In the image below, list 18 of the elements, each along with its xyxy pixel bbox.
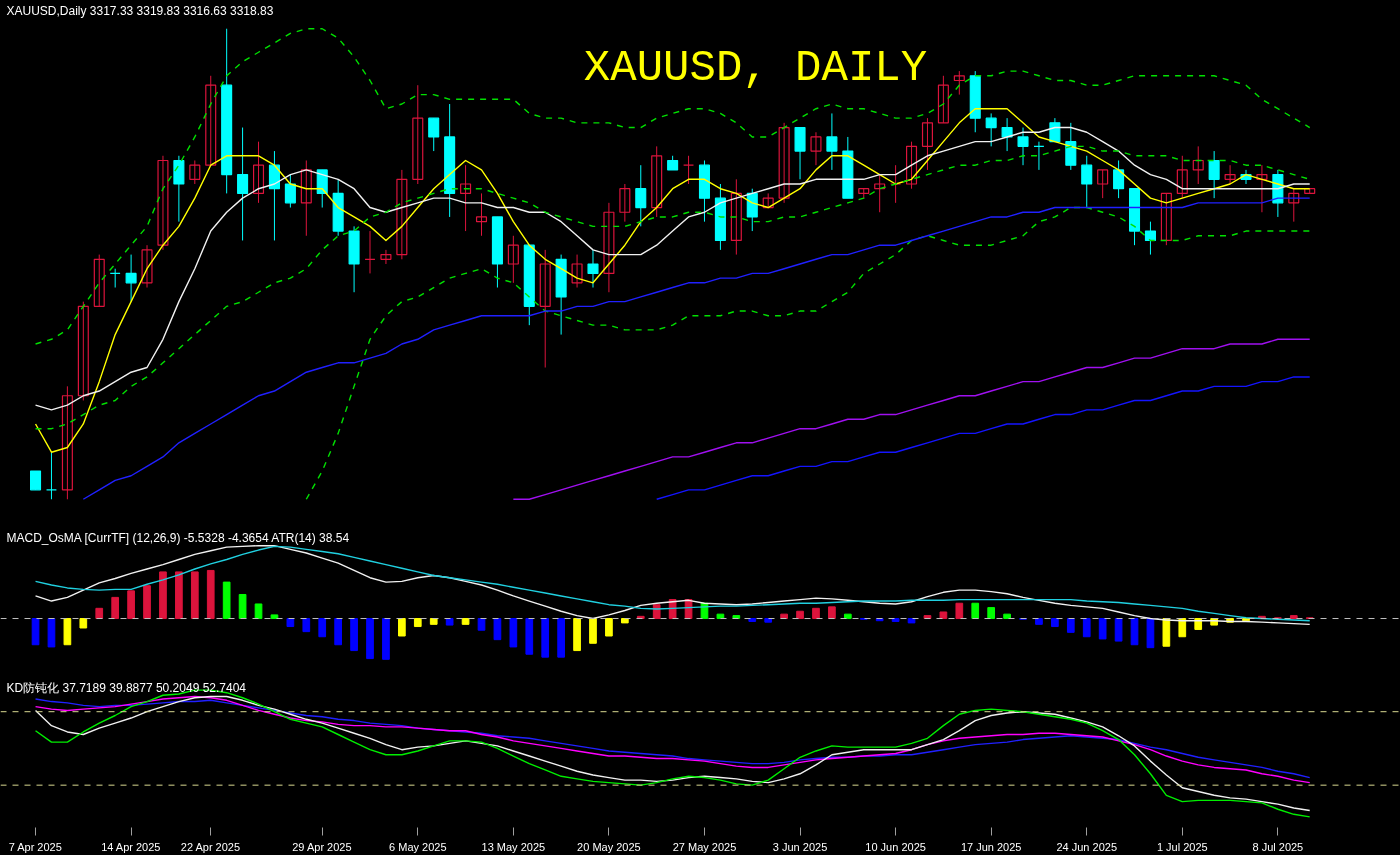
x-tick-label: 1 Jul 2025 [1156,840,1208,853]
x-tick-label: 29 Apr 2025 [292,840,352,853]
x-tick-label: 7 Apr 2025 [8,840,62,853]
chart-title: XAUUSD, DAILY [583,42,928,93]
chart-title: KD防钝化 37.7189 39.8877 50.2049 52.7404 [6,680,247,695]
x-tick-label: 10 Jun 2025 [865,840,926,853]
chart-subtitle: XAUUSD,Daily 3317.33 3319.83 3316.63 3318.83 [6,3,274,18]
x-tick-label: 27 May 2025 [672,840,737,853]
x-tick-label: 14 Apr 2025 [101,840,161,853]
x-tick-label: 8 Jul 2025 [1252,840,1304,853]
x-tick-label: 17 Jun 2025 [960,840,1022,853]
x-tick-label: 3 Jun 2025 [772,840,828,853]
x-tick-label: 24 Jun 2025 [1056,840,1118,853]
x-tick-label: 6 May 2025 [389,840,447,853]
x-tick-label: 22 Apr 2025 [180,840,241,853]
chart-title: MACD_OsMA [CurrTF] (12,26,9) -5.5328 -4.3654 ATR(14) 38.54 [6,530,350,545]
x-tick-label: 13 May 2025 [481,840,546,853]
x-tick-label: 20 May 2025 [577,840,641,853]
